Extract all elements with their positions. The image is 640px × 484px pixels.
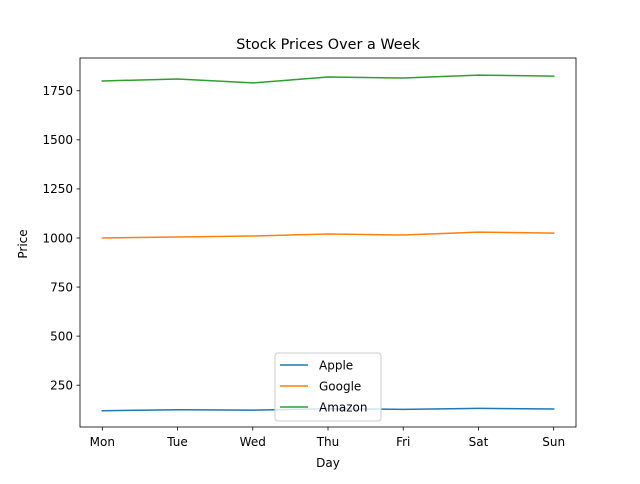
- y-axis-label: Price: [16, 229, 30, 258]
- x-tick-label: Sat: [469, 435, 489, 449]
- x-tick-label: Wed: [240, 435, 266, 449]
- x-axis-label: Day: [316, 456, 340, 470]
- legend-box: [274, 352, 382, 422]
- legend: Apple Google Amazon: [274, 352, 382, 422]
- x-tick-label: Tue: [166, 435, 188, 449]
- x-tick-label: Thu: [316, 435, 340, 449]
- y-tick-label: 250: [50, 378, 73, 392]
- x-tick-label: Fri: [396, 435, 410, 449]
- chart-title: Stock Prices Over a Week: [236, 37, 420, 53]
- y-tick-label: 750: [50, 280, 73, 294]
- legend-label-google: Google: [319, 379, 361, 393]
- legend-label-apple: Apple: [319, 358, 353, 372]
- y-tick-label: 500: [50, 329, 73, 343]
- y-tick-label: 1000: [42, 231, 73, 245]
- series-line-google: [101, 231, 555, 239]
- y-tick-label: 1750: [42, 84, 73, 98]
- x-tick-label: Mon: [90, 435, 115, 449]
- x-tick-label: Sun: [542, 435, 565, 449]
- series-line-amazon: [101, 74, 555, 84]
- y-tick-label: 1250: [42, 182, 73, 196]
- y-tick-label: 1500: [42, 133, 73, 147]
- plot-area: Mon Tue Wed Thu Fri Sat Sun 250 500 750 1000 1250 15…: [42, 57, 577, 449]
- legend-label-amazon: Amazon: [319, 400, 368, 414]
